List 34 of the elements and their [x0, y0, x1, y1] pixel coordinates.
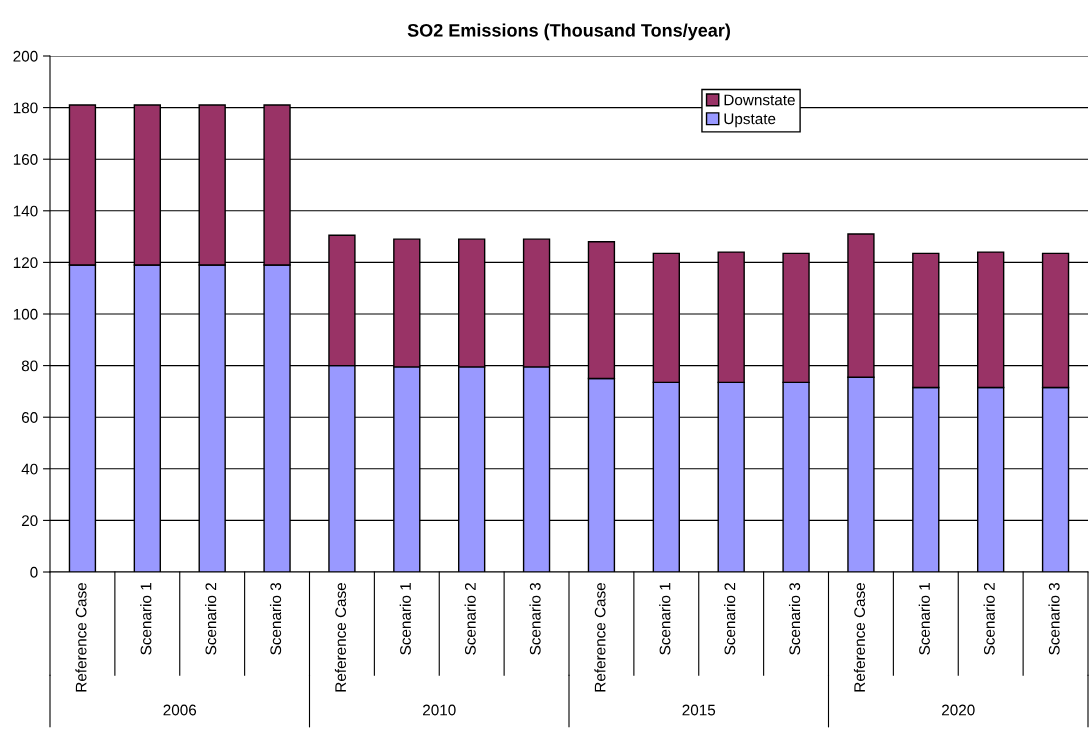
text: 2015 [682, 704, 716, 716]
legend-label: Upstate [724, 113, 776, 128]
x-tick-label: Scenario 1 [140, 583, 152, 655]
x-tick-label: Scenario 3 [269, 582, 282, 655]
text: 2006 [163, 704, 197, 716]
x-tick-label: Scenario 3 [788, 582, 801, 655]
text: 2020 [942, 704, 975, 716]
y-tick-label: 200 [13, 50, 38, 62]
x-tick-label: Scenario 1 [399, 583, 411, 655]
x-tick-label: Scenario 1 [659, 583, 671, 655]
x-tick-label: Scenario 2 [464, 583, 476, 655]
x-tick-label: Reference Case [75, 582, 87, 692]
x-tick-label: Reference Case [853, 582, 866, 692]
x-tick-label: Scenario 3 [529, 582, 541, 655]
y-tick-label: 160 [13, 154, 38, 165]
x-tick-label: Reference Case [334, 582, 347, 692]
x-tick-label: Scenario 2 [205, 583, 217, 655]
text: 2010 [423, 704, 456, 716]
x-tick-label: Scenario 2 [983, 583, 995, 655]
chart-title: SO2 Emissions (Thousand Tons/year) [407, 23, 730, 41]
x-tick-label: Scenario 3 [1048, 582, 1060, 655]
x-tick-label: Scenario 1 [918, 583, 930, 655]
y-tick-label: 0 [30, 566, 38, 578]
y-tick-label: 100 [13, 308, 38, 320]
y-tick-label: 20 [21, 515, 38, 527]
y-tick-label: 120 [13, 257, 38, 269]
y-tick-label: 60 [21, 412, 38, 423]
y-tick-label: 140 [13, 205, 38, 217]
x-tick-label: Scenario 2 [724, 583, 736, 655]
y-tick-label: 80 [21, 360, 38, 372]
x-tick-label: Reference Case [594, 582, 606, 692]
y-tick-label: 180 [13, 102, 38, 114]
legend-label: Downstate [724, 94, 795, 106]
y-tick-label: 40 [21, 463, 38, 475]
